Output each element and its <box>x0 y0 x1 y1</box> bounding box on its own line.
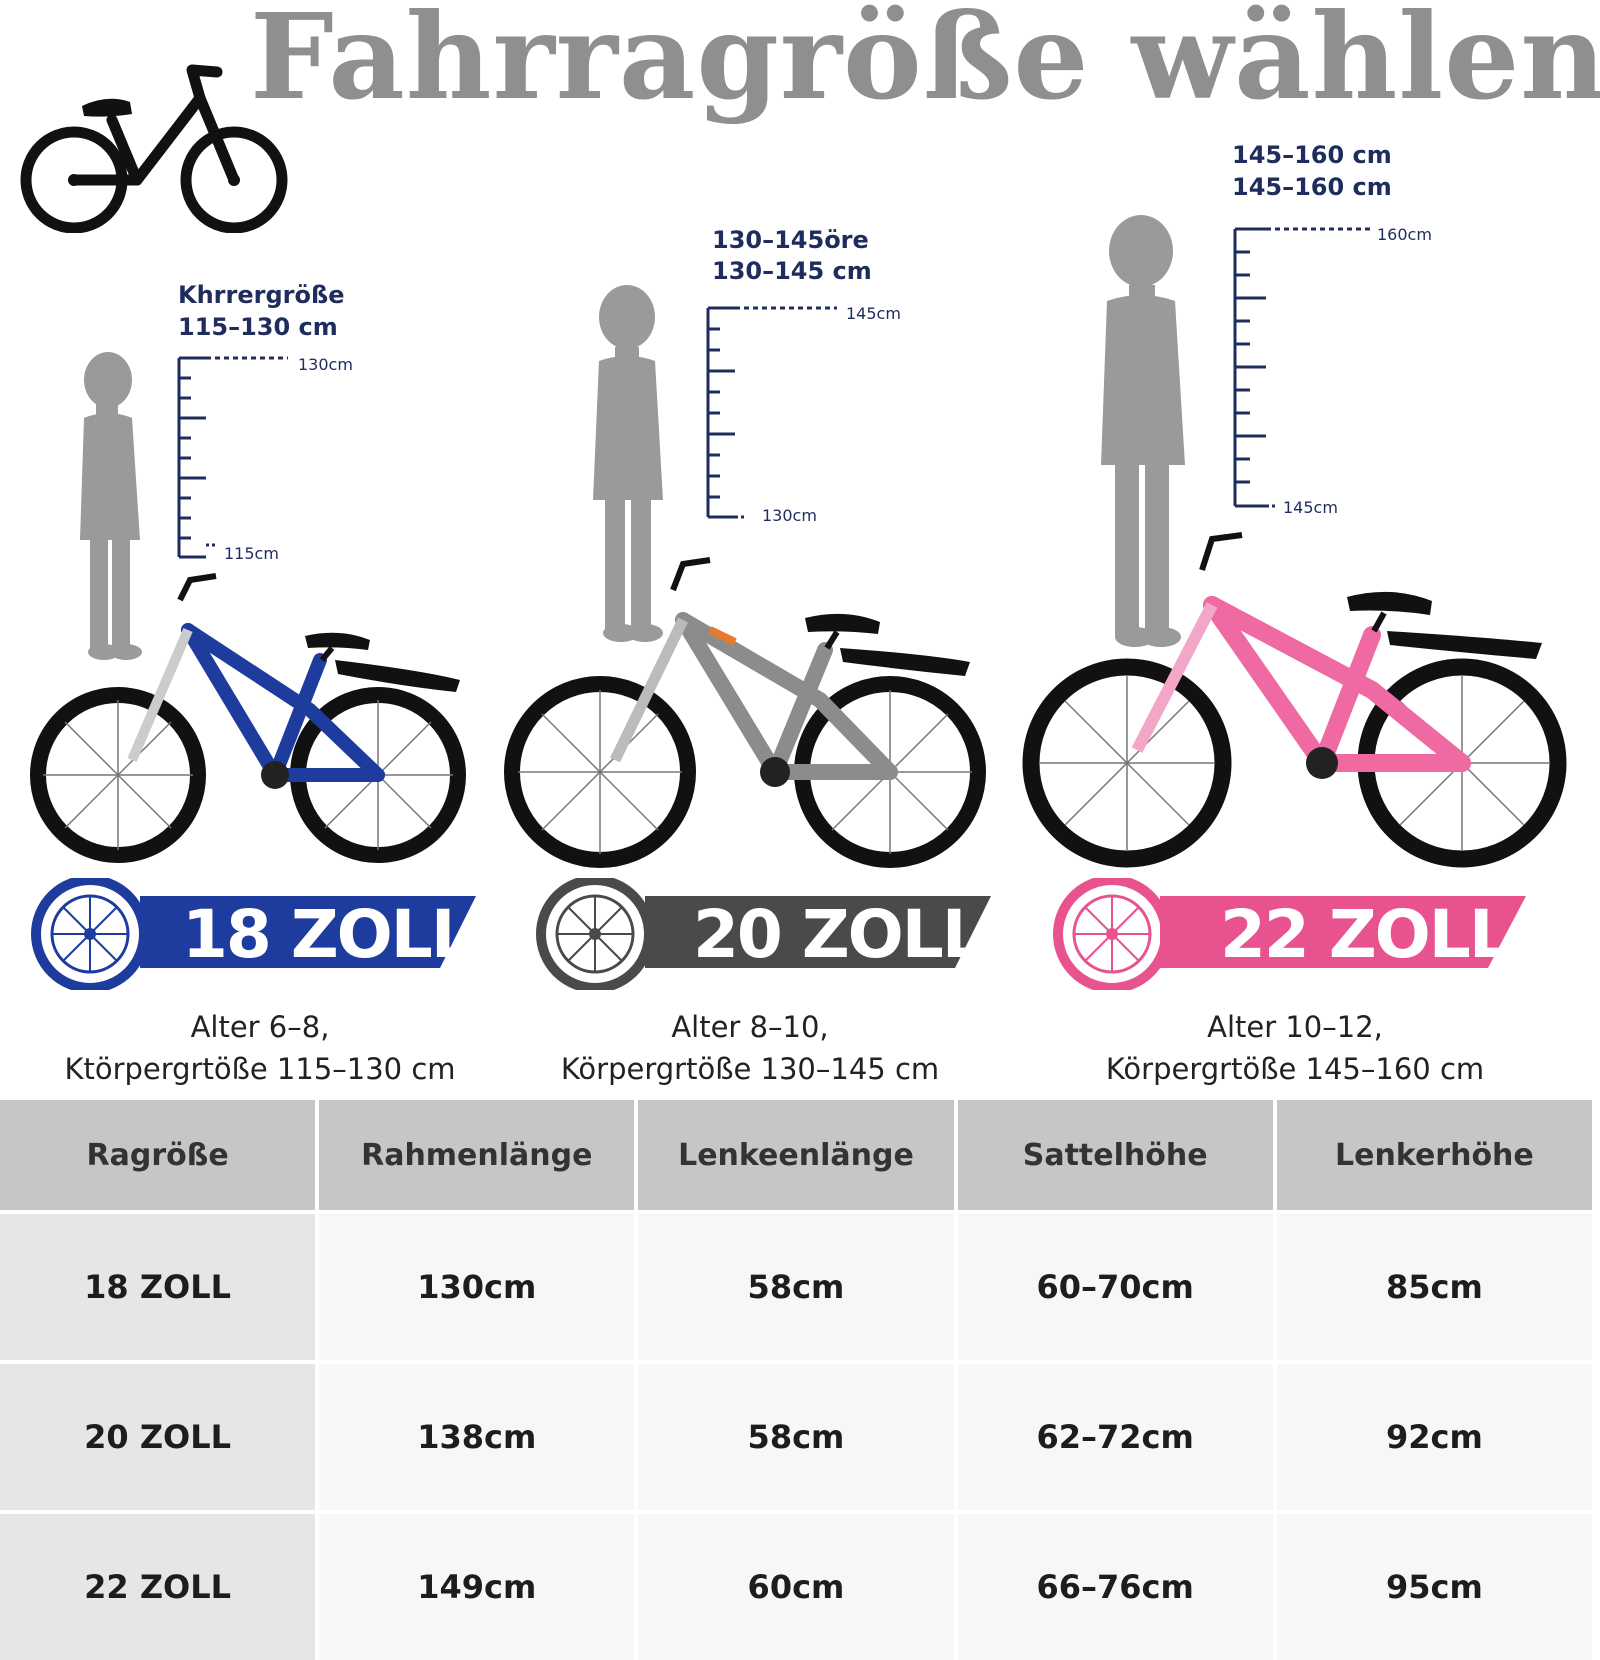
page-title: Fahrragröße wählen <box>250 0 1600 126</box>
table-cell: 95cm <box>1276 1510 1592 1660</box>
height-label: 130–145öre <box>712 226 869 254</box>
caption-height: Körpergrtöße 130–145 cm <box>560 1052 940 1086</box>
table-cell: 22 ZOLL <box>0 1510 316 1660</box>
header-ragroesse: Ragröße <box>0 1100 316 1210</box>
ruler-bottom-label: 115cm <box>224 544 279 563</box>
header-lenkerhoehe: Lenkerhöhe <box>1276 1100 1592 1210</box>
height-range: 130–145 cm <box>712 257 872 285</box>
child-silhouette-icon <box>593 285 663 642</box>
bike-20-zoll <box>504 557 986 868</box>
ruler-top-label: 160cm <box>1377 225 1432 244</box>
header-rahmenlaenge: Rahmenlänge <box>319 1100 635 1210</box>
ruler-bottom-label: 130cm <box>762 506 817 525</box>
wheel-icon <box>1053 878 1171 990</box>
height-ruler <box>177 356 288 559</box>
header-sattelhoehe: Sattelhöhe <box>957 1100 1273 1210</box>
table-cell: 66–76cm <box>957 1510 1273 1660</box>
size-caption: Alter 10–12, Körpergrtöße 145–160 cm <box>1055 1006 1535 1090</box>
caption-height: Körpergrtöße 145–160 cm <box>1105 1052 1485 1086</box>
table-cell: 58cm <box>638 1360 954 1510</box>
header-lenkerlaenge: Lenkeenlänge <box>638 1100 954 1210</box>
caption-age: Alter 10–12, <box>1207 1010 1383 1044</box>
caption-height: Ktörpergrtöße 115–130 cm <box>64 1052 456 1086</box>
table-cell: 62–72cm <box>957 1360 1273 1510</box>
caption-age: Alter 8–10, <box>671 1010 829 1044</box>
bike-22-zoll <box>1022 532 1567 868</box>
table-cell: 58cm <box>638 1210 954 1360</box>
table-cell: 18 ZOLL <box>0 1210 316 1360</box>
table-cell: 138cm <box>319 1360 635 1510</box>
ruler-top-label: 145cm <box>846 304 901 323</box>
table-header-row: Ragröße Rahmenlänge Lenkeenlänge Sattelh… <box>0 1100 1592 1210</box>
size-badge-22: 22 ZOLL <box>1160 892 1530 973</box>
size-table: Ragröße Rahmenlänge Lenkeenlänge Sattelh… <box>0 1100 1596 1660</box>
height-label: 145–160 cm <box>1232 141 1392 169</box>
bike-18-zoll <box>30 573 466 863</box>
table-cell: 149cm <box>319 1510 635 1660</box>
table-row: 18 ZOLL 130cm 58cm 60–70cm 85cm <box>0 1210 1592 1360</box>
ruler-bottom-label: 145cm <box>1283 498 1338 517</box>
child-silhouette-icon <box>80 352 142 660</box>
table-cell: 92cm <box>1276 1360 1592 1510</box>
height-ruler <box>706 306 837 519</box>
child-silhouette-icon <box>1101 215 1185 647</box>
bicycle-icon <box>20 64 288 233</box>
ruler-top-label: 130cm <box>298 355 353 374</box>
table-cell: 20 ZOLL <box>0 1360 316 1510</box>
size-badge-18: 18 ZOLL <box>140 892 480 973</box>
table-row: 20 ZOLL 138cm 58cm 62–72cm 92cm <box>0 1360 1592 1510</box>
height-ruler <box>1233 227 1372 508</box>
height-range: 145–160 cm <box>1232 173 1392 201</box>
height-range: 115–130 cm <box>178 313 338 341</box>
table-cell: 60–70cm <box>957 1210 1273 1360</box>
table-cell: 130cm <box>319 1210 635 1360</box>
size-badge-20: 20 ZOLL <box>645 892 995 973</box>
table-cell: 85cm <box>1276 1210 1592 1360</box>
badge-label: 18 ZOLL <box>182 896 473 973</box>
badge-label: 22 ZOLL <box>1220 896 1511 973</box>
badge-label: 20 ZOLL <box>693 896 984 973</box>
table-cell: 60cm <box>638 1510 954 1660</box>
table-row: 22 ZOLL 149cm 60cm 66–76cm 95cm <box>0 1510 1592 1660</box>
size-caption: Alter 8–10, Körpergrtöße 130–145 cm <box>510 1006 990 1090</box>
caption-age: Alter 6–8, <box>190 1010 330 1044</box>
wheel-icon <box>31 878 149 990</box>
height-label: Khrrergröße <box>178 281 345 309</box>
size-caption: Alter 6–8, Ktörpergrtöße 115–130 cm <box>20 1006 500 1090</box>
